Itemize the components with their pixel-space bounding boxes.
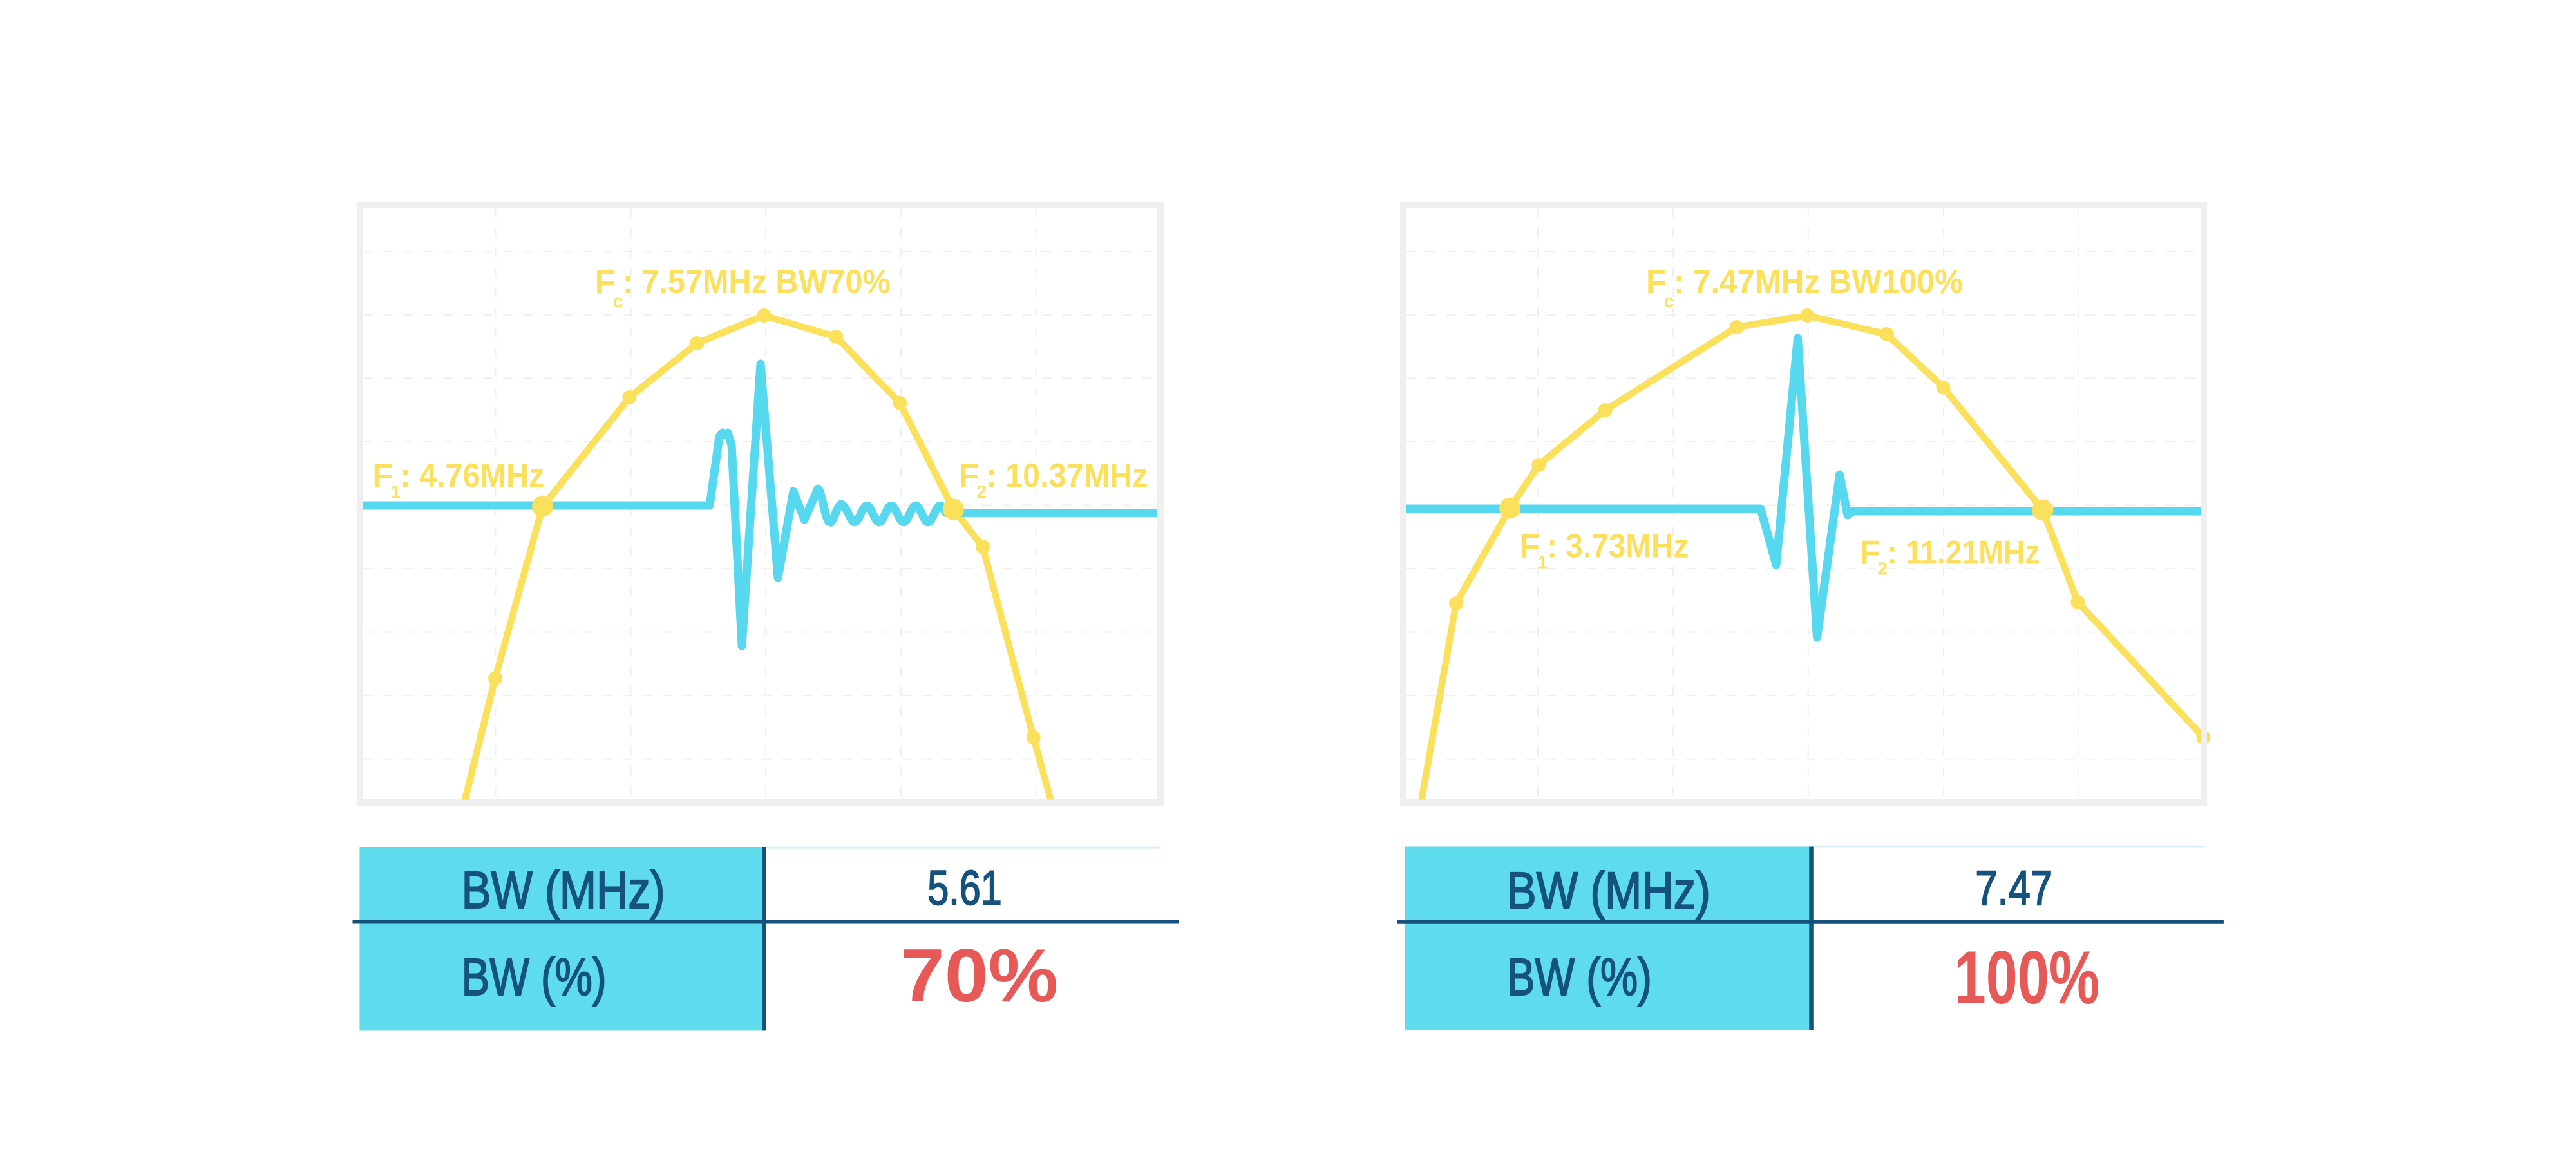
svg-text:F: F — [372, 457, 393, 495]
svg-text:c: c — [613, 291, 623, 311]
svg-text:: 3.73MHz: : 3.73MHz — [1547, 528, 1689, 565]
svg-text:F: F — [1646, 263, 1667, 301]
svg-text:1: 1 — [390, 482, 401, 502]
svg-text:F: F — [1519, 528, 1540, 565]
svg-text:F: F — [1860, 534, 1880, 572]
svg-text:c: c — [1664, 291, 1674, 311]
svg-text:100%: 100% — [1955, 935, 2100, 1019]
svg-text:70%: 70% — [901, 933, 1059, 1017]
svg-text:: 4.76MHz: : 4.76MHz — [400, 457, 544, 495]
svg-text:1: 1 — [1537, 553, 1548, 572]
svg-text:: 7.57MHz BW70%: : 7.57MHz BW70% — [623, 263, 891, 301]
svg-text:7.47: 7.47 — [1975, 861, 2052, 916]
svg-text:2: 2 — [977, 482, 987, 502]
svg-text:BW (%): BW (%) — [462, 948, 607, 1007]
svg-text:: 10.37MHz: : 10.37MHz — [987, 457, 1148, 495]
svg-text:BW (MHz): BW (MHz) — [462, 861, 665, 920]
svg-text:F: F — [595, 263, 616, 301]
svg-text:BW (%): BW (%) — [1507, 948, 1652, 1007]
svg-text:2: 2 — [1878, 559, 1888, 579]
svg-text:BW (MHz): BW (MHz) — [1507, 862, 1710, 920]
svg-text:: 7.47MHz BW100%: : 7.47MHz BW100% — [1674, 263, 1963, 301]
svg-text:F: F — [959, 457, 980, 495]
svg-text:: 11.21MHz: : 11.21MHz — [1888, 534, 2040, 572]
svg-text:5.61: 5.61 — [927, 861, 1001, 916]
